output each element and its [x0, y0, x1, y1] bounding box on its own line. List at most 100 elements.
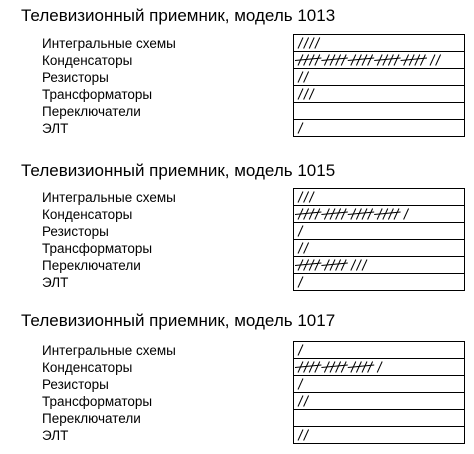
tally-marks — [294, 361, 383, 373]
tally-stroke — [297, 191, 304, 203]
tally-cell — [294, 342, 464, 359]
tally-box — [293, 188, 465, 291]
tally-marks — [294, 54, 442, 66]
tally-stroke — [297, 429, 304, 441]
tally-stroke — [408, 54, 415, 66]
tally-stroke — [308, 259, 315, 271]
tally-stroke — [303, 395, 310, 407]
tally-stroke — [294, 262, 322, 266]
tally-stroke — [314, 259, 321, 271]
tally-marks — [294, 259, 368, 271]
tally-cell — [294, 86, 464, 103]
tally-stroke — [314, 37, 321, 49]
tally-stroke — [350, 259, 357, 271]
tally-cell — [294, 274, 464, 291]
tally-stroke — [329, 208, 336, 220]
row-label: Трансформаторы — [42, 87, 153, 102]
tally-stroke — [361, 361, 368, 373]
tally-stroke — [303, 429, 310, 441]
tally-stroke — [294, 364, 322, 368]
row-label: Резисторы — [42, 224, 109, 239]
tally-stroke — [393, 54, 400, 66]
tally-stroke — [321, 262, 348, 266]
tally-marks — [297, 122, 304, 134]
tally-stroke — [321, 57, 348, 61]
tally-cell — [294, 240, 464, 257]
tally-stroke — [367, 54, 374, 66]
section-title: Телевизионный приемник, модель 1015 — [21, 161, 336, 180]
tally-stroke — [355, 361, 362, 373]
tally-cell — [294, 427, 464, 444]
section-title: Телевизионный приемник, модель 1017 — [21, 311, 336, 330]
tally-stroke — [308, 208, 315, 220]
row-label: Конденсаторы — [42, 207, 133, 222]
tally-stroke — [303, 208, 310, 220]
tally-cell — [294, 257, 464, 274]
tally-marks — [297, 37, 321, 49]
tally-stroke — [335, 361, 342, 373]
tally-stroke — [308, 37, 315, 49]
tally-stroke — [387, 54, 394, 66]
tally-stroke — [294, 211, 322, 215]
tally-box — [293, 341, 465, 444]
tally-marks — [297, 344, 304, 356]
tally-marks — [297, 71, 310, 83]
tally-stroke — [335, 54, 342, 66]
tally-stroke — [308, 191, 315, 203]
section-title: Телевизионный приемник, модель 1013 — [21, 6, 336, 25]
tally-cell — [294, 206, 464, 223]
tally-stroke — [355, 208, 362, 220]
tally-stroke — [303, 361, 310, 373]
tally-stroke — [294, 57, 322, 61]
row-label: Конденсаторы — [42, 360, 133, 375]
tally-cell — [294, 52, 464, 69]
tally-stroke — [303, 54, 310, 66]
tally-stroke — [297, 395, 304, 407]
tally-stroke — [308, 361, 315, 373]
tally-stroke — [321, 364, 348, 368]
row-label: ЭЛТ — [42, 275, 69, 290]
tally-cell — [294, 223, 464, 240]
tally-stroke — [314, 361, 321, 373]
tally-stroke — [329, 361, 336, 373]
tally-marks — [297, 395, 310, 407]
tally-stroke — [387, 208, 394, 220]
row-label: ЭЛТ — [42, 428, 69, 443]
row-label: Переключатели — [42, 411, 141, 426]
tally-stroke — [321, 211, 348, 215]
tally-stroke — [297, 225, 304, 237]
tally-stroke — [314, 208, 321, 220]
row-label: ЭЛТ — [42, 121, 69, 136]
tally-stroke — [400, 57, 428, 61]
tally-stroke — [361, 54, 368, 66]
row-label: Интегральные схемы — [42, 190, 176, 205]
tally-box — [293, 34, 465, 137]
tally-stroke — [347, 364, 375, 368]
tally-stroke — [308, 88, 315, 100]
tally-stroke — [382, 208, 389, 220]
tally-stroke — [303, 71, 310, 83]
tally-stroke — [403, 208, 410, 220]
tally-stroke — [429, 54, 436, 66]
tally-cell — [294, 359, 464, 376]
tally-marks — [297, 88, 315, 100]
tally-stroke — [329, 54, 336, 66]
tally-stroke — [340, 208, 347, 220]
tally-marks — [294, 208, 410, 220]
tally-stroke — [335, 208, 342, 220]
tally-stroke — [347, 57, 375, 61]
tally-stroke — [340, 361, 347, 373]
row-label: Трансформаторы — [42, 394, 153, 409]
row-label: Трансформаторы — [42, 241, 153, 256]
tally-stroke — [297, 88, 304, 100]
tally-stroke — [297, 276, 304, 288]
tally-stroke — [414, 54, 421, 66]
tally-cell — [294, 35, 464, 52]
tally-stroke — [355, 54, 362, 66]
row-label: Переключатели — [42, 258, 141, 273]
tally-stroke — [347, 211, 375, 215]
tally-stroke — [297, 378, 304, 390]
tally-stroke — [340, 259, 347, 271]
tally-stroke — [303, 191, 310, 203]
tally-stroke — [361, 208, 368, 220]
